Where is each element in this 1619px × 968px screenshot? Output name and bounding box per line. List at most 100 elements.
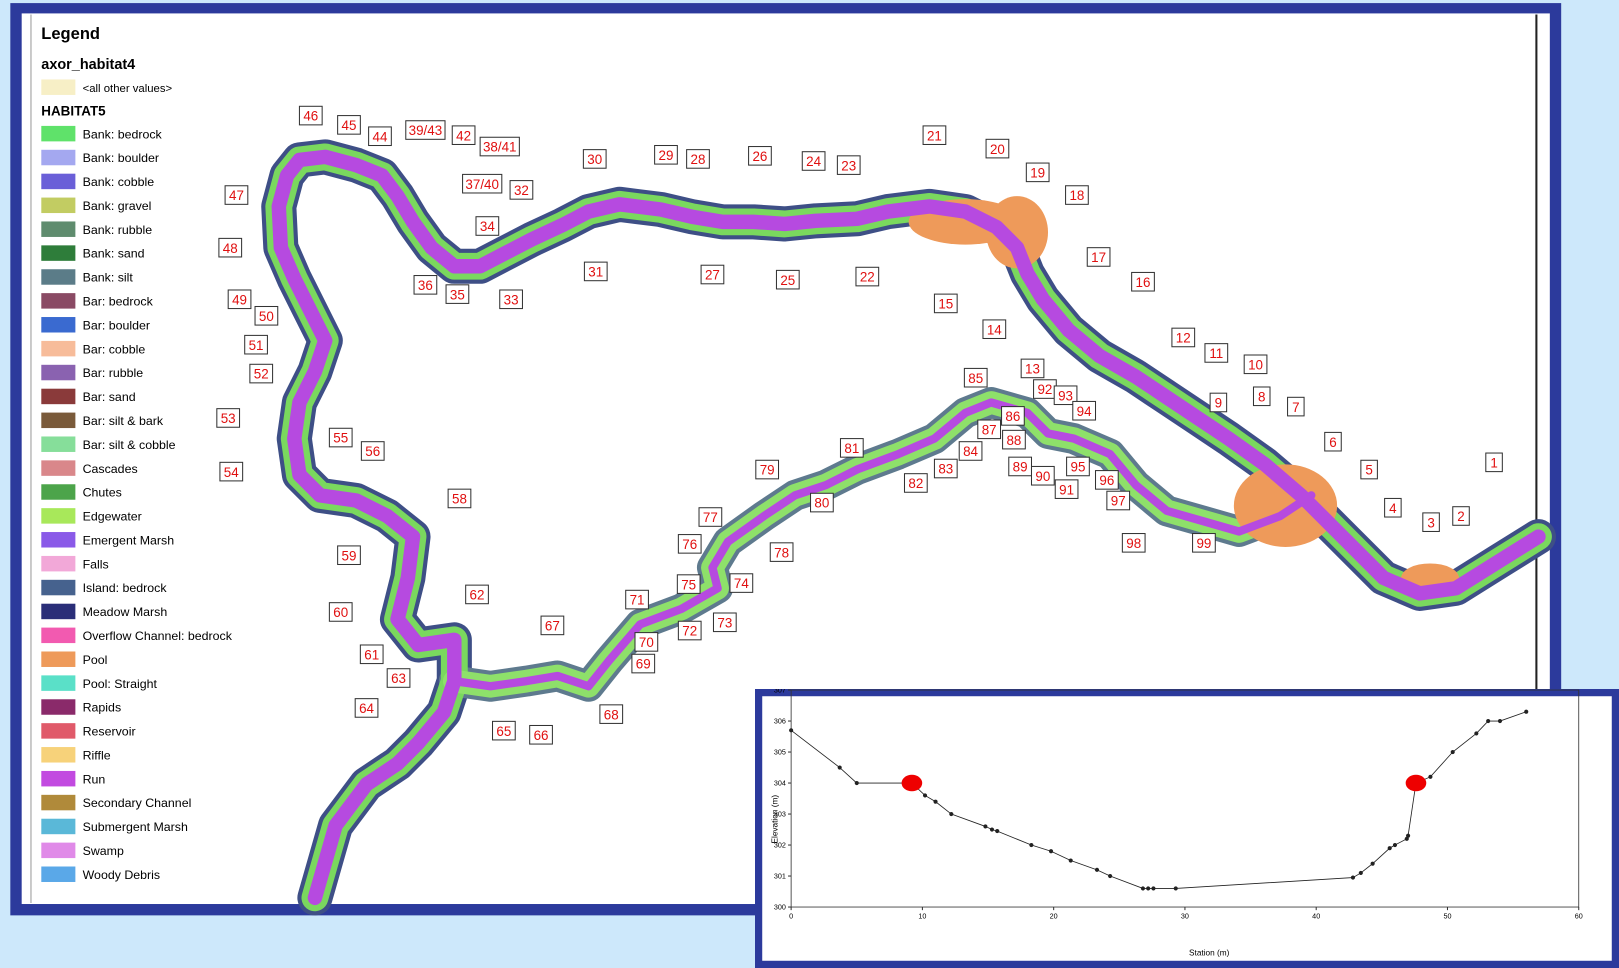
station-label: 77 [703, 510, 718, 525]
legend-label: <all other values> [83, 83, 173, 95]
legend-label: Bank: bedrock [83, 127, 163, 141]
profile-point [1029, 843, 1033, 847]
legend-group: HABITAT5 [41, 104, 106, 119]
profile-point [1049, 849, 1053, 853]
profile-point [949, 812, 953, 816]
station-label: 1 [1490, 455, 1497, 470]
station-label: 94 [1077, 404, 1092, 419]
profile-point [1151, 886, 1155, 890]
legend-label: Bar: rubble [83, 366, 144, 380]
station-label: 79 [760, 463, 775, 478]
legend-label: Overflow Channel: bedrock [83, 629, 233, 643]
legend-swatch [41, 460, 75, 475]
legend-swatch [41, 150, 75, 165]
legend-swatch [41, 675, 75, 690]
profile-point [1351, 876, 1355, 880]
legend-swatch [41, 628, 75, 643]
legend-label: Emergent Marsh [83, 533, 175, 547]
y-tick-label: 307 [774, 689, 786, 695]
station-label: 18 [1069, 188, 1084, 203]
station-label: 49 [232, 292, 247, 307]
legend-swatch [41, 293, 75, 308]
profile-point [1524, 710, 1528, 714]
water-edge-marker [1406, 775, 1427, 792]
station-label: 62 [470, 588, 485, 603]
x-tick-label: 40 [1312, 911, 1320, 920]
legend-label: Submergent Marsh [83, 820, 188, 834]
station-label: 34 [480, 219, 495, 234]
legend-label: Edgewater [83, 510, 142, 524]
legend-swatch [41, 79, 75, 94]
water-edge-marker [902, 775, 923, 792]
station-label: 59 [342, 548, 357, 563]
x-tick-label: 10 [918, 911, 926, 920]
station-label: 89 [1013, 460, 1028, 475]
station-label: 60 [333, 605, 348, 620]
station-label: 66 [534, 728, 549, 743]
profile-point [1146, 886, 1150, 890]
legend-title: Legend [41, 25, 100, 43]
profile-point [1388, 846, 1392, 850]
station-label: 22 [860, 270, 875, 285]
screen: Legend axor_habitat4 <all other values> … [0, 0, 1619, 968]
station-label: 63 [391, 671, 406, 686]
station-label: 25 [780, 273, 795, 288]
profile-point [789, 728, 793, 732]
station-label: 3 [1427, 515, 1434, 530]
x-tick-label: 30 [1181, 911, 1189, 920]
station-label: 2 [1457, 509, 1464, 524]
legend-label: Bar: cobble [83, 342, 146, 356]
profile-point [923, 793, 927, 797]
legend-swatch [41, 843, 75, 858]
profile-point [855, 781, 859, 785]
profile-point [1474, 731, 1478, 735]
legend-label: Bar: bedrock [83, 295, 154, 309]
legend-swatch [41, 771, 75, 786]
station-label: 54 [224, 465, 239, 480]
legend-label: Swamp [83, 844, 124, 858]
station-label: 72 [682, 624, 697, 639]
station-label: 38/41 [483, 140, 517, 155]
station-label: 61 [364, 647, 379, 662]
station-label: 17 [1091, 250, 1106, 265]
legend-label: Reservoir [83, 725, 136, 739]
station-label: 92 [1037, 382, 1052, 397]
y-tick-label: 305 [774, 748, 786, 757]
legend-swatch [41, 365, 75, 380]
station-label: 7 [1292, 400, 1299, 415]
y-tick-label: 300 [774, 903, 786, 912]
legend-label: Cascades [83, 462, 138, 476]
station-label: 85 [968, 371, 983, 386]
inset-panel [762, 696, 1612, 961]
station-label: 69 [636, 657, 651, 672]
station-label: 96 [1099, 473, 1114, 488]
y-tick-label: 304 [774, 779, 786, 788]
legend-label: Bar: sand [83, 390, 136, 404]
station-label: 8 [1258, 389, 1265, 404]
legend-swatch [41, 819, 75, 834]
legend-swatch [41, 747, 75, 762]
profile-point [1371, 862, 1375, 866]
station-label: 97 [1111, 494, 1126, 509]
station-label: 70 [639, 635, 654, 650]
station-label: 91 [1059, 482, 1074, 497]
station-label: 36 [418, 278, 433, 293]
station-label: 86 [1005, 409, 1020, 424]
station-label: 28 [691, 152, 706, 167]
legend-label: Island: bedrock [83, 581, 168, 595]
station-label: 29 [659, 148, 674, 163]
profile-point [1498, 719, 1502, 723]
station-label: 98 [1126, 536, 1141, 551]
profile-point [1486, 719, 1490, 723]
station-label: 81 [844, 441, 859, 456]
profile-point [983, 824, 987, 828]
station-label: 64 [359, 701, 374, 716]
legend-swatch [41, 484, 75, 499]
station-label: 10 [1248, 357, 1263, 372]
legend-label: Pool [83, 653, 108, 667]
station-label: 74 [734, 576, 749, 591]
legend-swatch [41, 245, 75, 260]
legend-swatch [41, 604, 75, 619]
profile-point [995, 829, 999, 833]
legend-label: Bar: silt & bark [83, 414, 164, 428]
